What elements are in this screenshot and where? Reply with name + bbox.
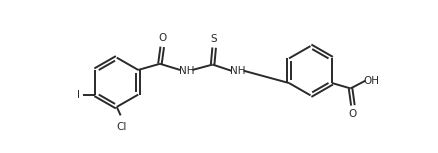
Text: S: S [211, 34, 218, 44]
Text: OH: OH [364, 76, 379, 86]
Text: NH: NH [230, 67, 246, 76]
Text: O: O [349, 109, 357, 119]
Text: NH: NH [179, 66, 195, 76]
Text: Cl: Cl [116, 122, 127, 132]
Text: I: I [77, 90, 80, 100]
Text: O: O [158, 33, 166, 43]
